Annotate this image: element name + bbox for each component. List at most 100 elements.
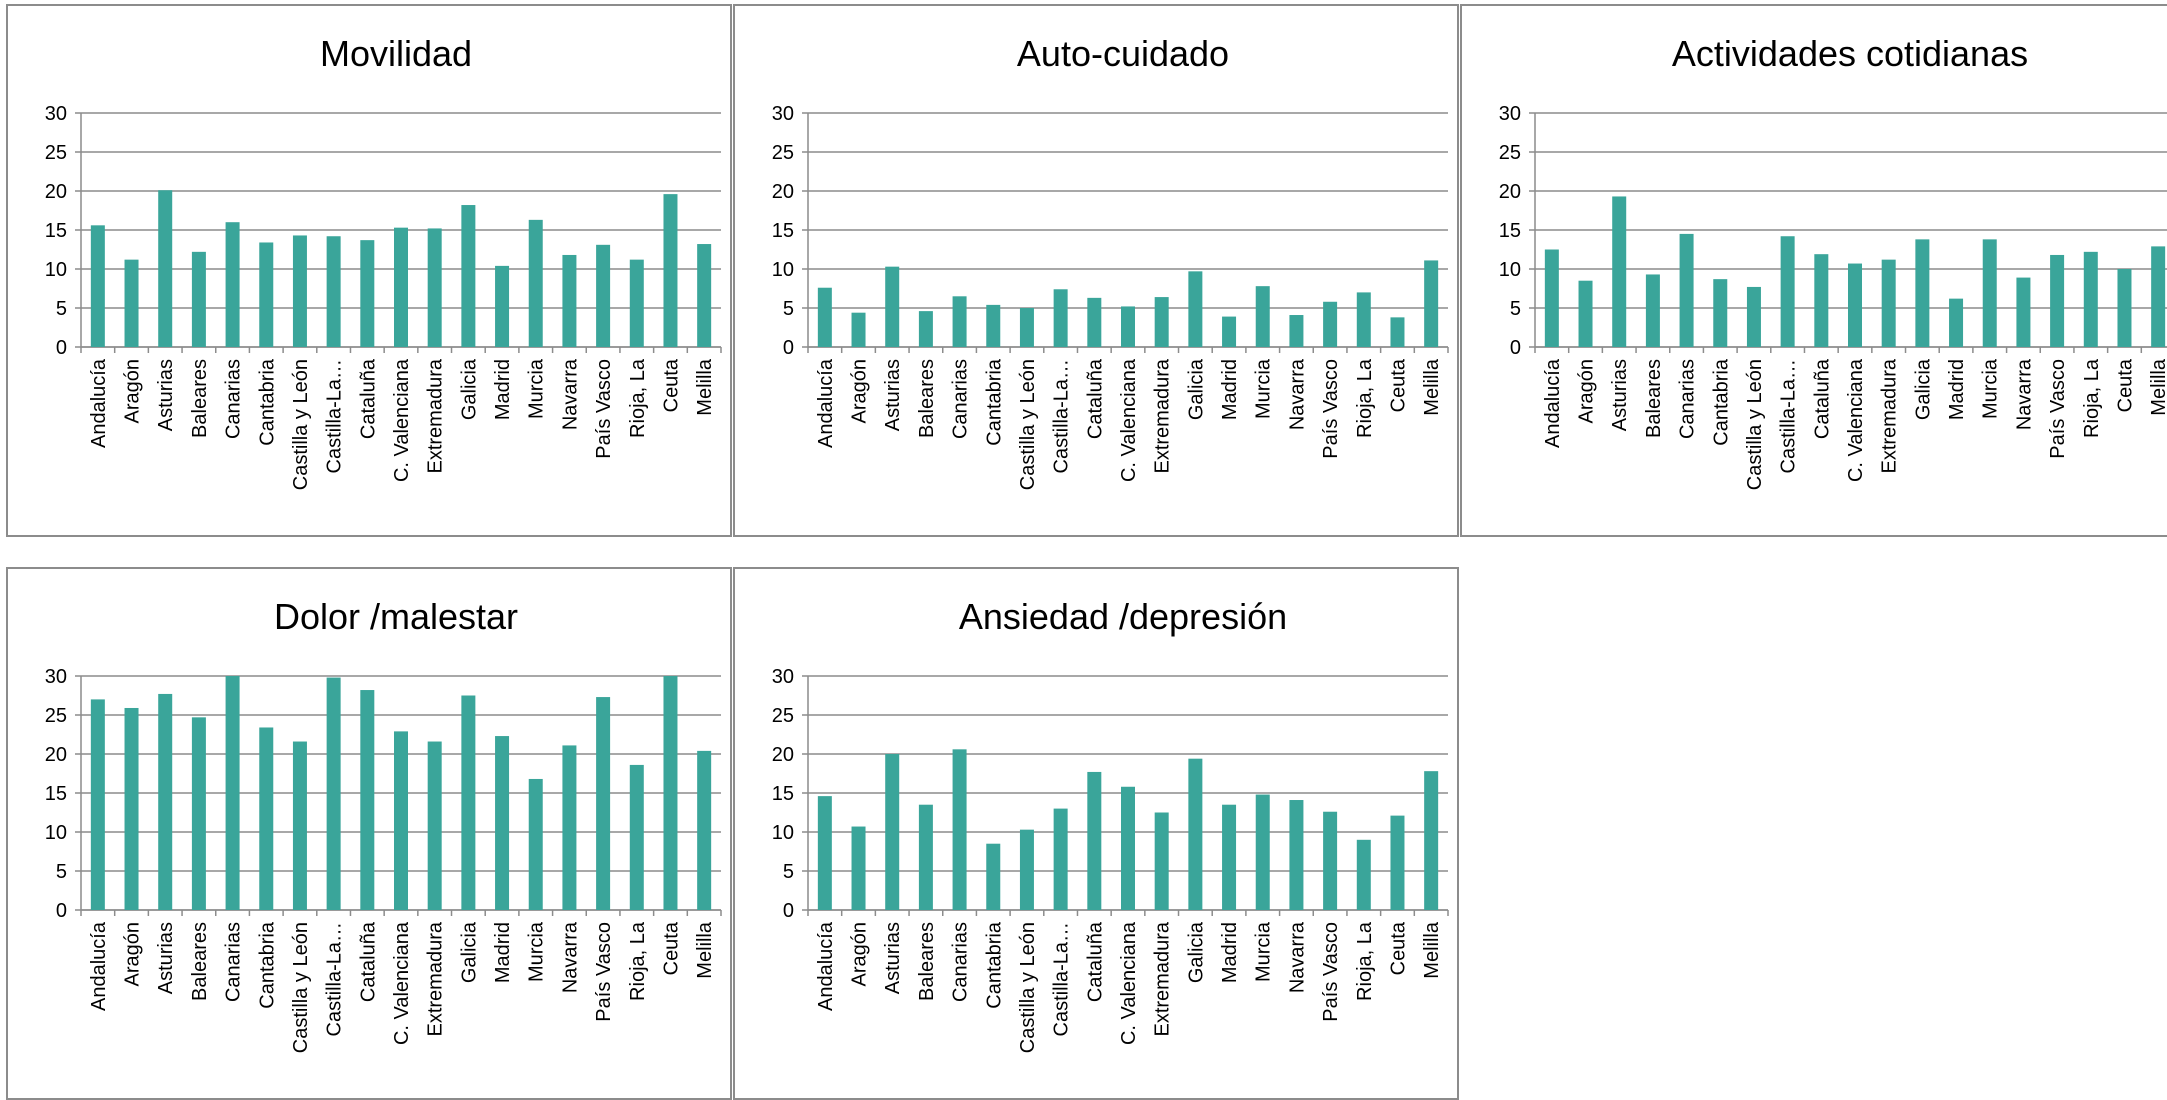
category-label: Madrid bbox=[1219, 922, 1241, 983]
bar bbox=[851, 826, 866, 910]
category-label: Cantabria bbox=[983, 921, 1005, 1009]
bar bbox=[1188, 758, 1203, 910]
y-tick-label: 15 bbox=[45, 783, 67, 805]
chart-svg-auto-cuidado: Auto-cuidado 0 5 10 15 20 25 30 Andalucía Aragón A… bbox=[772, 33, 1449, 490]
bar bbox=[1915, 239, 1930, 347]
bar bbox=[2083, 251, 2098, 347]
category-label: C. Valenciana bbox=[1845, 358, 1867, 482]
bar bbox=[1881, 259, 1896, 347]
bar bbox=[885, 754, 900, 910]
bar bbox=[1087, 771, 1102, 910]
category-label: Canarias bbox=[1677, 359, 1699, 439]
bar bbox=[427, 741, 442, 910]
category-label: País Vasco bbox=[593, 922, 615, 1022]
chart-panel-dolor-malestar: Dolor /malestar 0 5 10 15 20 25 30 Andalucía Arag… bbox=[6, 567, 732, 1100]
category-label: Andalucía bbox=[1542, 358, 1564, 448]
bar bbox=[1356, 839, 1371, 910]
y-tick-label: 10 bbox=[772, 259, 794, 281]
bar bbox=[1713, 279, 1728, 347]
chart-panel-ansiedad-depresion: Ansiedad /depresión 0 5 10 15 20 25 30 Andalucía… bbox=[733, 567, 1459, 1100]
category-label: Rioja, La bbox=[1354, 921, 1376, 1001]
bar bbox=[1390, 815, 1405, 910]
category-label: Rioja, La bbox=[1354, 358, 1376, 438]
chart-svg-dolor-malestar: Dolor /malestar 0 5 10 15 20 25 30 Andalucía Arag… bbox=[45, 596, 722, 1053]
y-tick-label: 5 bbox=[56, 298, 67, 320]
bar bbox=[918, 311, 933, 347]
bar bbox=[1154, 812, 1169, 910]
chart-panel-actividades-cotidianas: Actividades cotidianas 0 5 10 15 20 25 30 Andalu… bbox=[1460, 4, 2167, 537]
category-label: Aragón bbox=[849, 359, 871, 424]
y-tick-label: 25 bbox=[45, 705, 67, 727]
bar bbox=[1121, 306, 1135, 347]
category-label: Canarias bbox=[950, 922, 972, 1002]
category-label: Canarias bbox=[223, 359, 245, 439]
category-label: Canarias bbox=[950, 359, 972, 439]
bar bbox=[495, 265, 510, 347]
bar bbox=[1390, 317, 1405, 347]
category-label: Aragón bbox=[1576, 359, 1598, 424]
category-label: Navarra bbox=[1286, 921, 1308, 993]
y-tick-label: 15 bbox=[772, 220, 794, 242]
bar bbox=[1087, 297, 1102, 347]
bar bbox=[292, 235, 307, 347]
category-label: Andalucía bbox=[815, 921, 837, 1011]
category-label: Extremadura bbox=[1152, 921, 1174, 1036]
bar bbox=[394, 731, 408, 910]
bar bbox=[1222, 316, 1237, 347]
category-label: Navarra bbox=[559, 921, 581, 993]
category-label: Cataluña bbox=[1084, 358, 1106, 439]
bar bbox=[326, 677, 341, 910]
bar bbox=[2016, 277, 2031, 347]
y-tick-label: 30 bbox=[772, 103, 794, 125]
category-label: Baleares bbox=[916, 922, 938, 1001]
bar bbox=[986, 304, 1001, 347]
y-tick-label: 5 bbox=[783, 298, 794, 320]
bar bbox=[952, 749, 967, 910]
category-label: Ceuta bbox=[1387, 921, 1409, 975]
category-label: Madrid bbox=[492, 359, 514, 420]
category-label: Asturias bbox=[882, 359, 904, 431]
bar bbox=[1424, 260, 1439, 347]
category-label: Ceuta bbox=[660, 921, 682, 975]
category-label: Baleares bbox=[1643, 359, 1665, 438]
y-tick-label: 5 bbox=[783, 861, 794, 883]
bar bbox=[2151, 246, 2166, 347]
bar bbox=[1848, 263, 1862, 347]
category-label: Aragón bbox=[122, 922, 144, 987]
category-label: Ceuta bbox=[1387, 358, 1409, 412]
y-tick-label: 30 bbox=[1499, 103, 1521, 125]
bar bbox=[1053, 289, 1068, 347]
category-label: Baleares bbox=[189, 922, 211, 1001]
chart-title: Auto-cuidado bbox=[1017, 33, 1229, 74]
bar bbox=[596, 244, 611, 347]
bar bbox=[918, 804, 933, 910]
category-label: Rioja, La bbox=[627, 358, 649, 438]
bar bbox=[528, 219, 543, 347]
category-label: Extremadura bbox=[425, 921, 447, 1036]
category-label: Galicia bbox=[1912, 358, 1934, 420]
category-label: Cantabria bbox=[256, 358, 278, 446]
bar bbox=[1679, 233, 1694, 347]
category-label: Murcia bbox=[526, 921, 548, 982]
category-label: Madrid bbox=[1219, 359, 1241, 420]
category-label: Baleares bbox=[916, 359, 938, 438]
category-label: Extremadura bbox=[425, 358, 447, 473]
category-label: Navarra bbox=[2013, 358, 2035, 430]
y-tick-label: 0 bbox=[783, 900, 794, 922]
bar bbox=[1424, 771, 1439, 910]
category-label: Murcia bbox=[1980, 358, 2002, 419]
category-label: Cataluña bbox=[357, 921, 379, 1002]
bar bbox=[191, 251, 206, 347]
category-label: Murcia bbox=[526, 358, 548, 419]
category-label: Melilla bbox=[694, 921, 716, 979]
bar bbox=[663, 676, 678, 910]
category-label: Extremadura bbox=[1879, 358, 1901, 473]
category-label: Aragón bbox=[849, 922, 871, 987]
category-label: País Vasco bbox=[2047, 359, 2069, 459]
chart-panel-movilidad: Movilidad 0 5 10 15 20 25 30 Andalucía Aragón Astu… bbox=[6, 4, 732, 537]
bar bbox=[124, 259, 139, 347]
bar bbox=[986, 843, 1001, 910]
category-label: Madrid bbox=[492, 922, 514, 983]
y-tick-label: 20 bbox=[772, 181, 794, 203]
bar bbox=[629, 259, 644, 347]
